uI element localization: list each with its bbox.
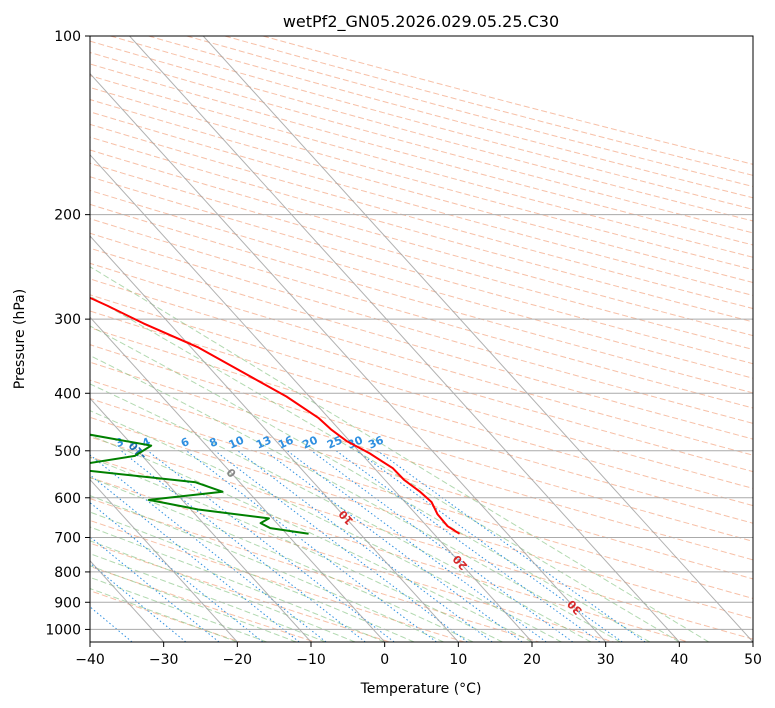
dry-adiabat (90, 565, 315, 642)
moist-adiabat (90, 565, 297, 642)
y-tick-label: 600 (54, 491, 81, 507)
mixing-ratio-label: 30 (346, 433, 366, 451)
isotherm-line (202, 36, 753, 642)
mixing-ratio-line (356, 450, 623, 642)
mixing-ratio-line (90, 562, 187, 642)
y-tick-label: 500 (54, 444, 81, 460)
mixing-ratio-line (214, 450, 468, 642)
isotherm-line (129, 36, 680, 642)
plot-frame (89, 35, 754, 643)
dry-adiabat (90, 203, 753, 394)
mixing-ratio-line (90, 536, 220, 642)
dry-adiabat (90, 327, 753, 524)
mixing-ratio-line (120, 450, 366, 642)
mixing-ratio-line (90, 606, 133, 642)
dewpoint-profile (90, 433, 309, 535)
mixing-ratio-line (377, 450, 646, 642)
moist-adiabat (90, 295, 680, 642)
x-tick-label: 20 (523, 652, 541, 668)
isotherm-line (90, 235, 459, 642)
dry-adiabat (90, 379, 753, 580)
moist-adiabat (90, 325, 651, 642)
y-tick-label: 100 (54, 29, 81, 45)
mixing-ratio-line (147, 450, 395, 642)
y-tick-label: 300 (54, 312, 81, 328)
dry-adiabat (90, 218, 753, 409)
y-tick-label: 700 (54, 531, 81, 547)
y-tick-label: 1000 (45, 622, 81, 638)
moist-adiabat (90, 576, 267, 642)
mixing-ratio-label: 16 (276, 433, 296, 451)
dry-adiabat (90, 262, 753, 456)
dry-adiabat (90, 498, 539, 642)
x-tick-label: −30 (149, 652, 179, 668)
mixing-ratio-line (90, 502, 264, 642)
mixing-ratio-line (311, 450, 574, 642)
moist-adiabat (90, 410, 562, 642)
moist-adiabat (90, 553, 326, 642)
y-axis-label: Pressure (hPa) (12, 289, 28, 389)
isotherm-line (90, 316, 386, 642)
x-tick-label: 30 (597, 652, 615, 668)
dry-adiabat (90, 111, 753, 296)
moist-adiabat (90, 495, 444, 642)
y-tick-label: 200 (54, 208, 81, 224)
dry-adiabat (90, 344, 753, 542)
moist-adiabat (90, 526, 385, 642)
isotherm-line (90, 72, 607, 642)
dry-adiabat (90, 476, 614, 642)
isotherm-line (90, 154, 533, 642)
y-tick-label: 900 (54, 595, 81, 611)
x-tick-label: 10 (449, 652, 467, 668)
dry-adiabat (90, 416, 753, 620)
mixing-ratio-label: 20 (300, 433, 320, 451)
mixing-ratio-line (264, 450, 523, 642)
isotherm-line (90, 397, 312, 642)
axes: −40 −30 −20 −10 0 10 20 30 40 50 100 200 300 400 500 60… (45, 29, 762, 668)
isotherm-line (90, 478, 238, 642)
moist-adiabat (90, 354, 621, 642)
moist-adiabat (90, 456, 503, 642)
y-tick-label: 800 (54, 565, 81, 581)
x-tick-label: −40 (75, 652, 105, 668)
moist-adiabat (90, 477, 474, 642)
mixing-ratio-line (286, 450, 547, 642)
mixing-ratio-line (186, 450, 437, 642)
profile-lines (90, 296, 461, 535)
x-tick-label: 50 (744, 652, 762, 668)
temperature-profile (90, 296, 461, 535)
mixing-ratio-line (90, 474, 300, 642)
dry-adiabat (90, 294, 753, 489)
y-tick-label: 400 (54, 386, 81, 402)
x-axis-label: Temperature (°C) (360, 681, 482, 697)
dry-adiabat (90, 123, 753, 310)
x-tick-label: −10 (296, 652, 326, 668)
dry-adiabat (90, 232, 753, 424)
chart-title: wetPf2_GN05.2026.029.05.25.C30 (283, 12, 559, 32)
mixing-ratio-label: 25 (325, 434, 344, 452)
x-tick-label: −20 (223, 652, 253, 668)
moist-adiabat (90, 434, 533, 642)
dry-adiabat (90, 278, 753, 473)
moist-adiabat (90, 266, 710, 642)
x-tick-label: 40 (670, 652, 688, 668)
dry-adiabat (90, 542, 390, 642)
moist-adiabat (90, 511, 415, 642)
mixing-ratio-label: 10 (227, 433, 247, 451)
dry-adiabat (90, 162, 753, 351)
x-tick-label: 0 (380, 652, 389, 668)
background-lines (90, 36, 753, 642)
mixing-ratio-label: 36 (366, 433, 386, 451)
mixing-ratio-line (335, 450, 601, 642)
mixing-ratio-label: 13 (254, 434, 273, 452)
dry-adiabat (90, 456, 689, 642)
dry-adiabat (90, 176, 753, 365)
